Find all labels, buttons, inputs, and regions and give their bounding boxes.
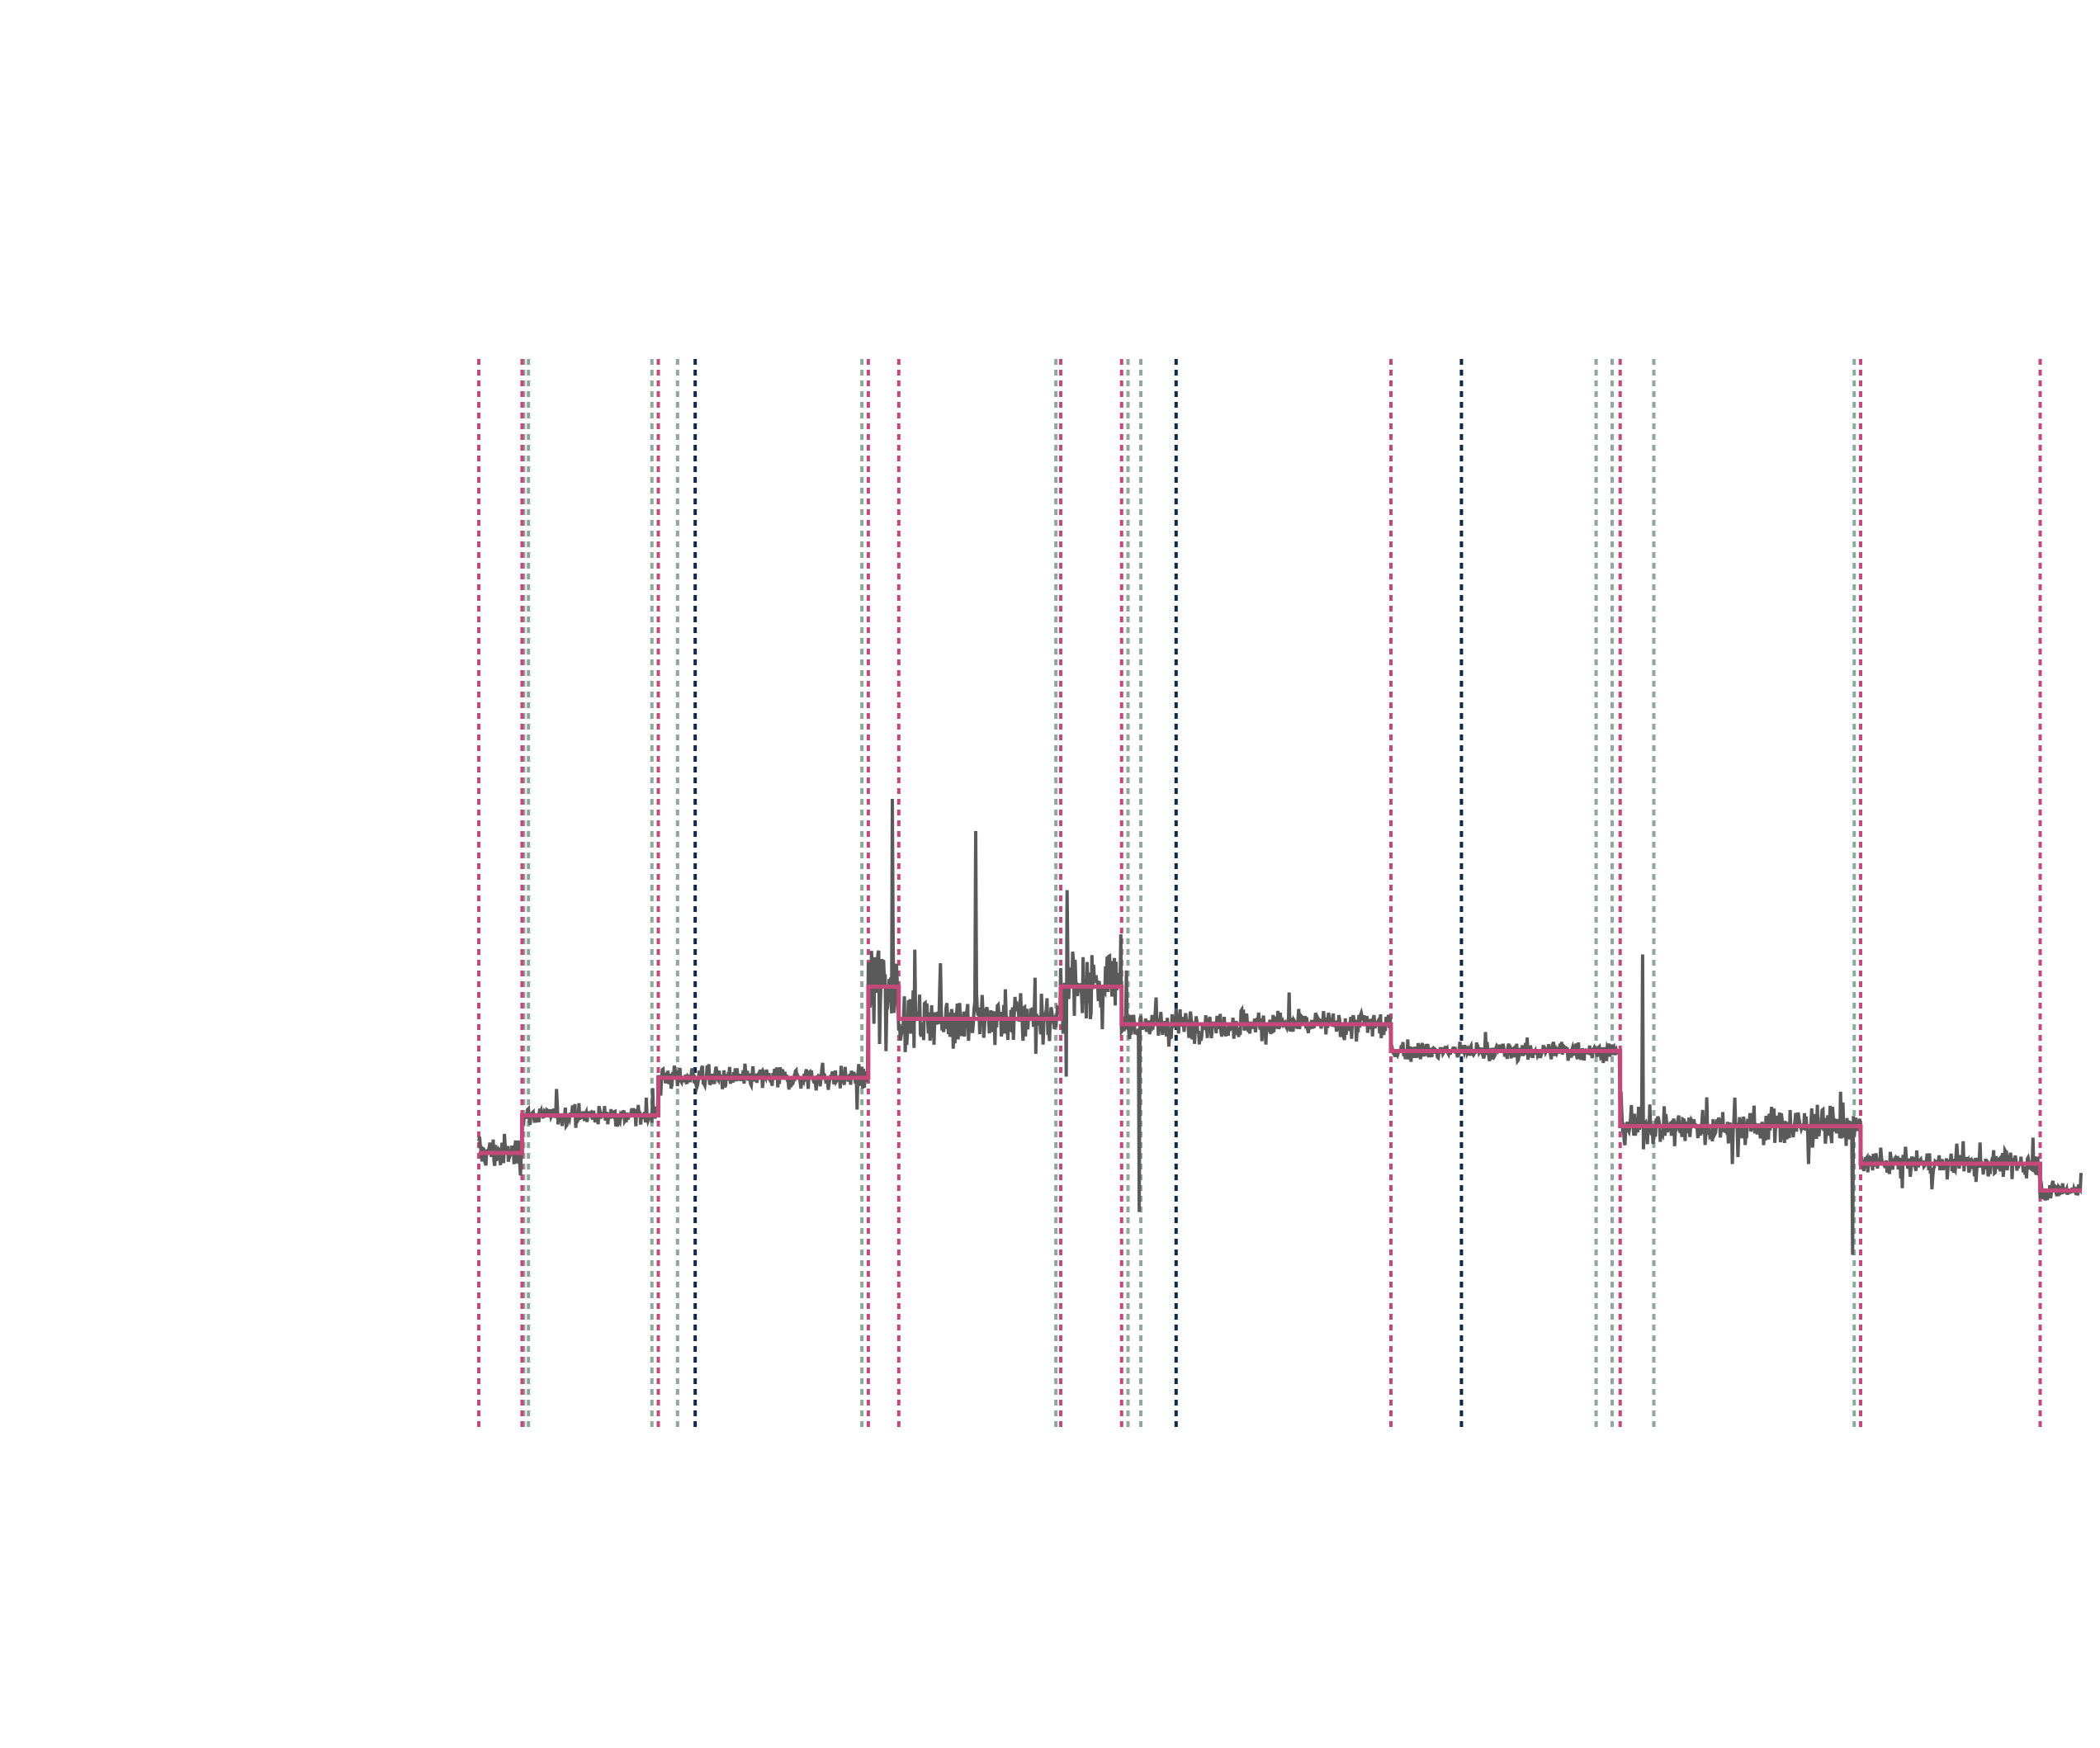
signal-series — [477, 798, 2083, 1255]
changepoint-lines — [477, 359, 2042, 1432]
signal-line — [477, 798, 2083, 1255]
segment-mean-line — [479, 985, 2082, 1193]
segment-means — [479, 985, 2082, 1193]
